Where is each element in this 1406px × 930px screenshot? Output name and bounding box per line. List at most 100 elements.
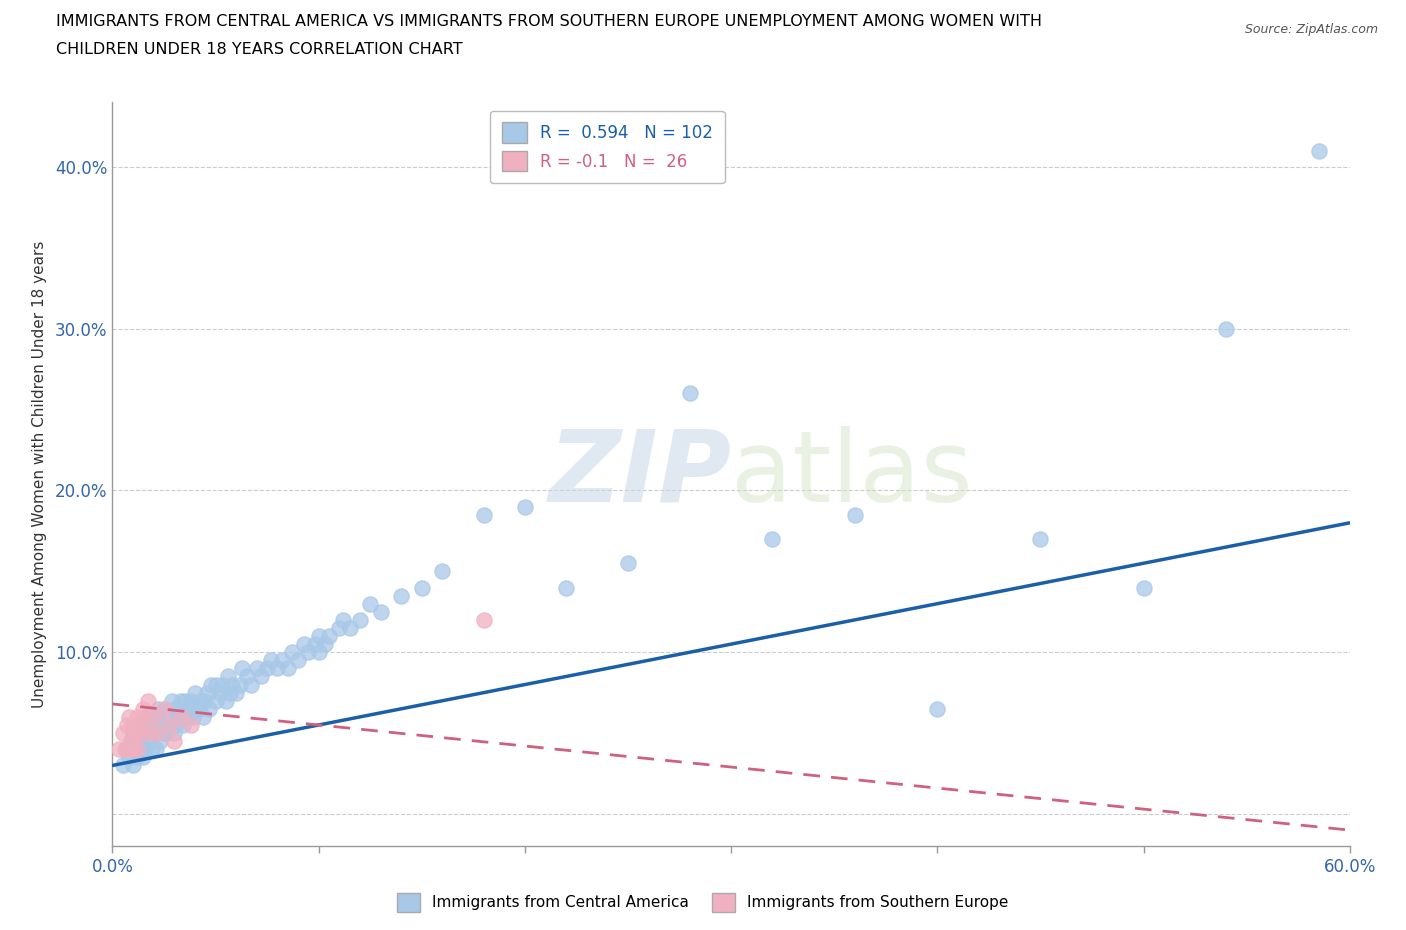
Point (138, 734, 160, 749)
Point (138, 718, 160, 733)
Point (217, 669, 239, 684)
Point (235, 669, 257, 684)
Point (146, 725, 169, 740)
Point (195, 685, 218, 700)
Point (180, 693, 202, 708)
Point (132, 725, 155, 740)
Point (157, 710, 180, 724)
Point (127, 742, 149, 757)
Point (287, 653, 309, 668)
Point (432, 564, 454, 578)
Point (107, 742, 129, 757)
Point (115, 718, 138, 733)
Point (332, 613, 354, 628)
Point (1132, 580, 1154, 595)
Point (142, 725, 165, 740)
Point (136, 693, 159, 708)
Point (124, 742, 146, 757)
Point (118, 742, 141, 757)
Point (122, 725, 145, 740)
Point (153, 725, 176, 740)
Point (193, 710, 215, 724)
Point (1029, 532, 1052, 547)
Point (277, 661, 299, 676)
Point (370, 604, 392, 619)
Point (115, 742, 138, 757)
Legend: R =  0.594   N = 102, R = -0.1   N =  26: R = 0.594 N = 102, R = -0.1 N = 26 (491, 111, 724, 183)
Point (184, 685, 207, 700)
Point (180, 718, 202, 733)
Point (132, 701, 155, 716)
Point (181, 710, 204, 724)
Point (472, 507, 495, 522)
Text: atlas: atlas (731, 426, 973, 523)
Point (155, 725, 177, 740)
Point (162, 693, 184, 708)
Point (165, 718, 187, 733)
Point (153, 701, 176, 716)
Point (128, 718, 150, 733)
Point (122, 718, 145, 733)
Point (146, 718, 169, 733)
Point (246, 661, 269, 676)
Point (149, 734, 172, 749)
Text: CHILDREN UNDER 18 YEARS CORRELATION CHART: CHILDREN UNDER 18 YEARS CORRELATION CHAR… (56, 42, 463, 57)
Text: Source: ZipAtlas.com: Source: ZipAtlas.com (1244, 23, 1378, 36)
Point (198, 701, 221, 716)
Point (231, 661, 253, 676)
Point (389, 588, 412, 603)
Point (308, 644, 330, 659)
Point (163, 725, 186, 740)
Point (304, 637, 326, 652)
Point (159, 718, 181, 733)
Point (153, 701, 176, 716)
Point (617, 556, 640, 571)
Point (513, 499, 536, 514)
Point (163, 734, 186, 749)
Point (204, 677, 226, 692)
Point (761, 532, 783, 547)
Point (150, 718, 173, 733)
Point (111, 725, 134, 740)
Point (314, 637, 336, 652)
Text: ZIP: ZIP (548, 426, 731, 523)
Point (260, 653, 283, 668)
Point (208, 685, 231, 700)
Point (256, 661, 278, 676)
Point (281, 644, 304, 659)
Point (127, 710, 149, 724)
Point (229, 677, 252, 692)
Point (141, 742, 163, 757)
Point (1308, 143, 1330, 158)
Point (219, 685, 242, 700)
Point (169, 710, 191, 724)
Point (349, 613, 371, 628)
Point (328, 620, 350, 635)
Point (124, 725, 146, 740)
Point (339, 620, 361, 635)
Point (172, 718, 194, 733)
Point (844, 507, 866, 522)
Point (111, 758, 134, 773)
Point (127, 750, 149, 764)
Point (128, 718, 150, 733)
Point (120, 734, 142, 749)
Y-axis label: Unemployment Among Women with Children Under 18 years: Unemployment Among Women with Children U… (32, 241, 46, 708)
Point (472, 613, 495, 628)
Point (142, 710, 165, 724)
Point (167, 710, 190, 724)
Point (308, 629, 330, 644)
Point (145, 742, 167, 757)
Point (292, 637, 315, 652)
Point (136, 710, 159, 724)
Point (266, 661, 288, 676)
Point (173, 693, 195, 708)
Point (138, 725, 160, 740)
Point (555, 580, 578, 595)
Point (411, 580, 433, 595)
Point (270, 653, 292, 668)
Point (177, 701, 200, 716)
Point (118, 750, 141, 764)
Point (134, 710, 156, 724)
Point (122, 742, 145, 757)
